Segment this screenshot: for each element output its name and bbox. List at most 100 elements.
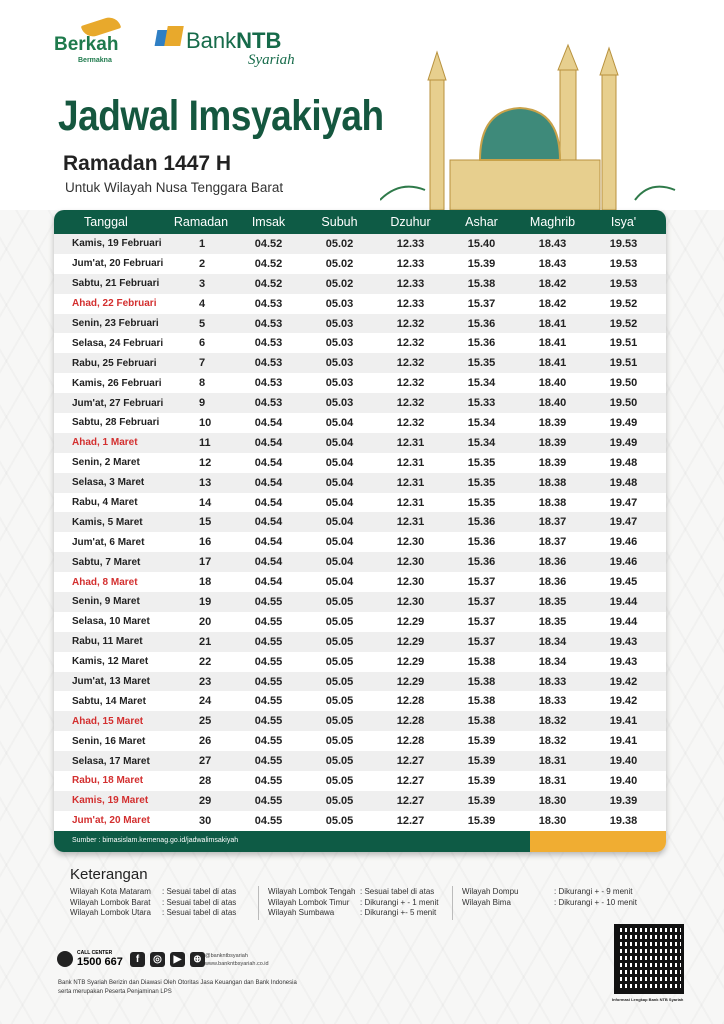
qr-code[interactable]	[614, 924, 684, 994]
time-cell: 18.39	[538, 456, 567, 469]
table-row: Selasa, 3 Maret 13 04.54 05.04 12.31 15.35 18.…	[54, 472, 666, 493]
time-cell: 12.32	[396, 397, 425, 410]
time-cell: 18.42	[538, 277, 567, 290]
table-row: Kamis, 5 Maret 15 04.54 05.04 12.31 15.36 18.3…	[54, 512, 666, 533]
time-cell: 19.41	[609, 735, 638, 748]
column-header: Tanggal	[84, 215, 128, 229]
time-cell: 04.55	[254, 755, 283, 768]
column-header: Ramadan	[173, 215, 229, 229]
time-cell: 15.35	[467, 496, 496, 509]
time-cell: 18.34	[538, 655, 567, 668]
time-cell: 05.03	[325, 397, 354, 410]
time-cell: 19.47	[609, 516, 638, 529]
time-cell: 18.33	[538, 695, 567, 708]
date-cell: Selasa, 17 Maret	[72, 755, 150, 767]
time-cell: 15.38	[467, 715, 496, 728]
time-cell: 15	[199, 516, 212, 529]
time-cell: 04.55	[254, 595, 283, 608]
legend-item: Wilayah Lombok Tengah: Sesuai tabel di a…	[268, 887, 438, 898]
time-cell: 04.53	[254, 317, 283, 330]
time-cell: 12.31	[396, 456, 425, 469]
bank-ntb-logo: BankNTB Syariah	[154, 26, 306, 76]
time-cell: 15.38	[467, 277, 496, 290]
schedule-table: Tanggal Ramadan Imsak Subuh Dzuhur Ashar Maghr…	[54, 210, 666, 852]
time-cell: 19.51	[609, 357, 638, 370]
time-cell: 12.29	[396, 675, 425, 688]
date-cell: Sabtu, 21 Februari	[72, 278, 160, 290]
source-text: Sumber : bimasislam.kemenag.go.id/jadwal…	[54, 831, 530, 852]
time-cell: 24	[199, 695, 212, 708]
time-cell: 04.53	[254, 357, 283, 370]
time-cell: 12.28	[396, 695, 425, 708]
time-cell: 04.53	[254, 377, 283, 390]
time-cell: 19.48	[609, 476, 638, 489]
time-cell: 18.41	[538, 317, 567, 330]
date-cell: Rabu, 4 Maret	[72, 497, 138, 509]
time-cell: 19.49	[609, 416, 638, 429]
time-cell: 05.05	[325, 655, 354, 668]
time-cell: 19.52	[609, 317, 638, 330]
time-cell: 04.54	[254, 496, 283, 509]
date-cell: Selasa, 3 Maret	[72, 477, 145, 489]
time-cell: 05.05	[325, 615, 354, 628]
qr-caption: Informasi Lengkap Bank NTB Syariah	[612, 997, 684, 1002]
region-adjustment: : Dikurangi + - 1 menit	[360, 897, 439, 907]
region-name: Wilayah Kota Mataram	[70, 887, 151, 896]
time-cell: 19.53	[609, 237, 638, 250]
time-cell: 04.54	[254, 556, 283, 569]
time-cell: 12.33	[396, 277, 425, 290]
time-cell: 04.55	[254, 794, 283, 807]
time-cell: 15.37	[467, 297, 496, 310]
time-cell: 19.39	[609, 794, 638, 807]
time-cell: 05.05	[325, 794, 354, 807]
time-cell: 19.48	[609, 456, 638, 469]
time-cell: 05.05	[325, 675, 354, 688]
date-cell: Rabu, 11 Maret	[72, 636, 143, 648]
time-cell: 12.33	[396, 257, 425, 270]
time-cell: 28	[199, 774, 212, 787]
youtube-icon[interactable]: ▶	[170, 952, 185, 967]
time-cell: 19.44	[609, 615, 638, 628]
time-cell: 05.03	[325, 297, 354, 310]
time-cell: 19.52	[609, 297, 638, 310]
call-center-label: CALL CENTER	[77, 950, 113, 956]
time-cell: 05.05	[325, 735, 354, 748]
date-cell: Senin, 2 Maret	[72, 457, 140, 469]
time-cell: 19.40	[609, 774, 638, 787]
berkah-logo: Berkah Bermakna	[52, 14, 124, 70]
social-handle: @bankntbsyariah	[205, 953, 248, 959]
time-cell: 25	[199, 715, 212, 728]
region-adjustment: : Dikurangi +- 5 menit	[360, 908, 437, 917]
date-cell: Kamis, 19 Maret	[72, 795, 149, 807]
date-cell: Jum'at, 20 Februari	[72, 258, 164, 270]
time-cell: 18.32	[538, 735, 567, 748]
time-cell: 04.55	[254, 715, 283, 728]
legend-title: Keterangan	[70, 866, 148, 883]
region-name: Wilayah Sumbawa	[268, 908, 335, 917]
table-row: Ahad, 1 Maret 11 04.54 05.04 12.31 15.34 18.39…	[54, 432, 666, 453]
time-cell: 19	[199, 595, 212, 608]
time-cell: 04.55	[254, 774, 283, 787]
time-cell: 15.33	[467, 397, 496, 410]
facebook-icon[interactable]: f	[130, 952, 145, 967]
time-cell: 15.39	[467, 735, 496, 748]
time-cell: 18.31	[538, 774, 567, 787]
mosque-illustration	[380, 43, 676, 211]
column-header: Ashar	[465, 215, 498, 229]
time-cell: 18.39	[538, 436, 567, 449]
date-cell: Sabtu, 7 Maret	[72, 556, 141, 568]
time-cell: 18.32	[538, 715, 567, 728]
time-cell: 12.32	[396, 377, 425, 390]
time-cell: 12.28	[396, 735, 425, 748]
region-name: Wilayah Lombok Barat	[70, 897, 151, 907]
column-header: Isya'	[610, 215, 637, 229]
time-cell: 19.44	[609, 595, 638, 608]
date-cell: Ahad, 8 Maret	[72, 576, 138, 588]
website-link[interactable]: www.bankntbsyariah.co.id	[205, 961, 269, 967]
table-row: Jum'at, 6 Maret 16 04.54 05.04 12.30 15.36 18.…	[54, 532, 666, 552]
time-cell: 12.30	[396, 595, 425, 608]
time-cell: 27	[199, 755, 212, 768]
web-icon[interactable]: ⊕	[190, 952, 205, 967]
instagram-icon[interactable]: ◎	[150, 952, 165, 967]
time-cell: 23	[199, 675, 212, 688]
